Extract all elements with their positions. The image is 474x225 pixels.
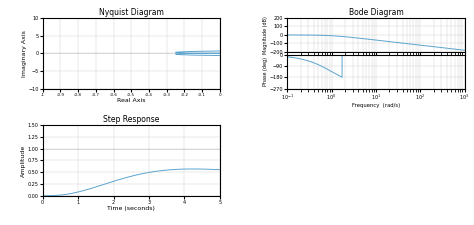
Title: Nyquist Diagram: Nyquist Diagram [99,8,164,17]
Y-axis label: Imaginary Axis: Imaginary Axis [22,30,27,77]
Y-axis label: Amplitude: Amplitude [21,144,26,177]
Y-axis label: Magnitude (dB): Magnitude (dB) [263,16,268,54]
Title: Step Response: Step Response [103,115,159,124]
X-axis label: Real Axis: Real Axis [117,98,146,103]
Y-axis label: Phase (deg): Phase (deg) [263,57,268,86]
X-axis label: Frequency  (rad/s): Frequency (rad/s) [352,104,400,108]
X-axis label: Time (seconds): Time (seconds) [107,206,155,211]
Title: Bode Diagram: Bode Diagram [348,8,403,17]
